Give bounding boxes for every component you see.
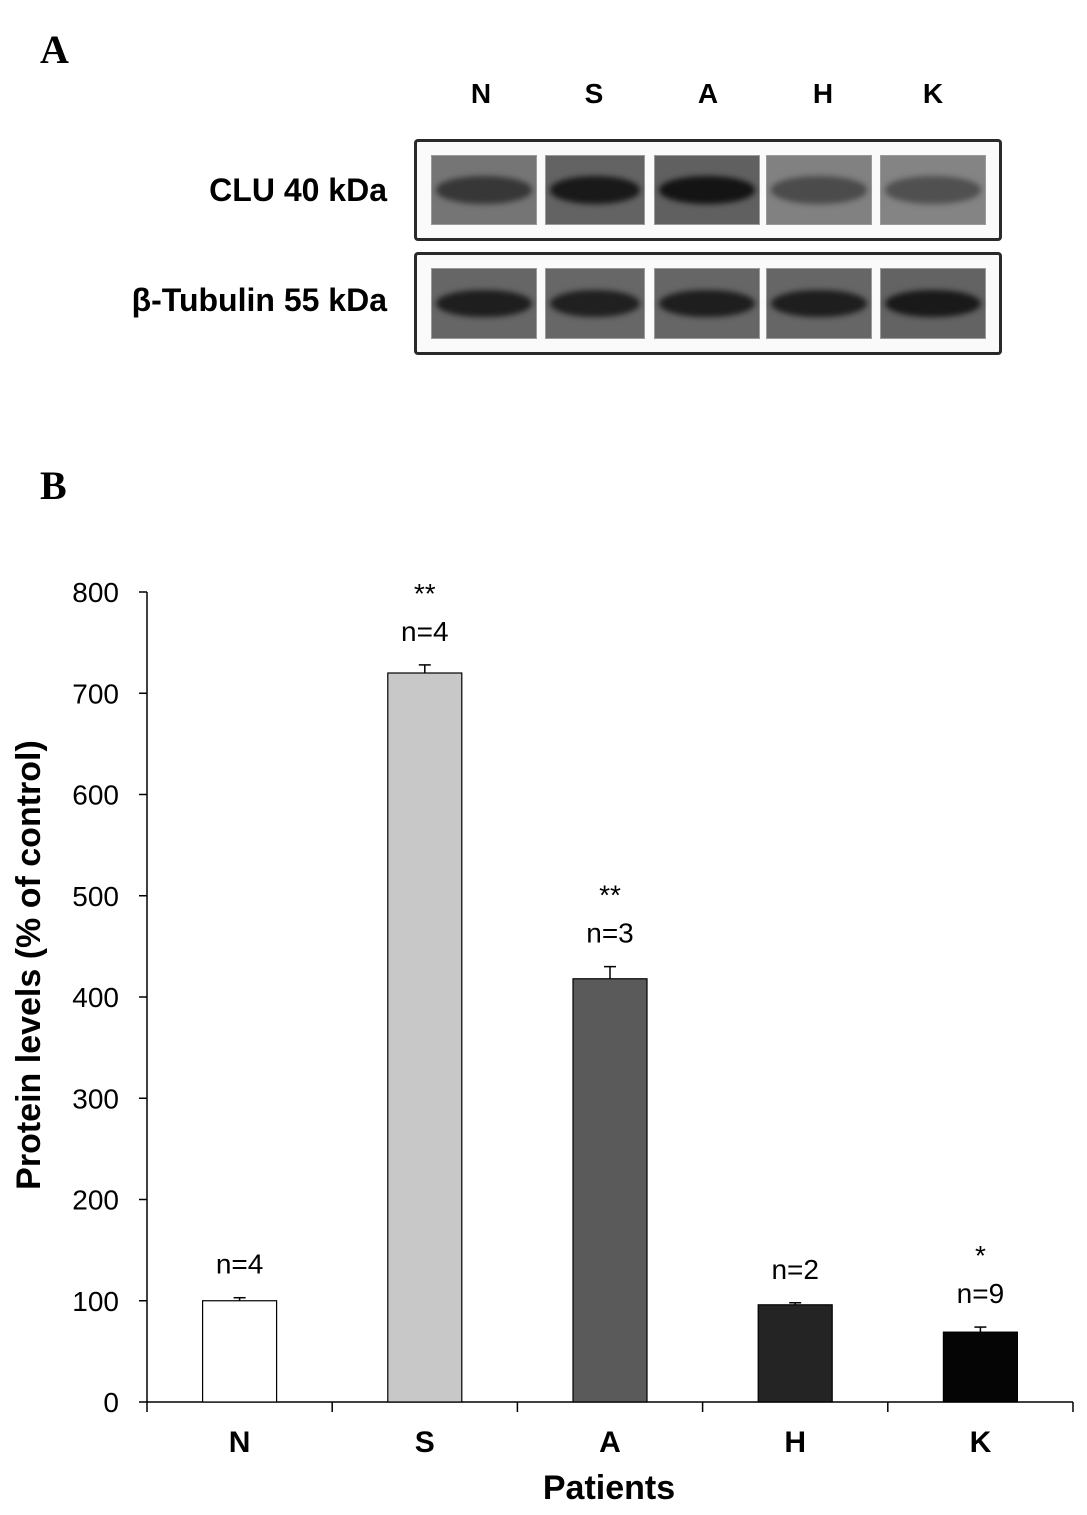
y-tick-label: 400 — [72, 982, 119, 1013]
x-tick-label: K — [970, 1426, 992, 1459]
significance-label: ** — [414, 578, 436, 609]
blot-clu — [414, 139, 1002, 241]
y-tick-label: 0 — [103, 1387, 119, 1418]
bar-s — [387, 672, 463, 1403]
x-tick-label: N — [229, 1426, 251, 1459]
row-label-clu: CLU 40 kDa — [209, 172, 387, 208]
y-tick-label: 100 — [72, 1286, 119, 1317]
blot-band — [771, 176, 867, 204]
blot-band — [549, 176, 641, 204]
bars — [202, 664, 1019, 1403]
blot-lane-n — [431, 268, 537, 339]
y-axis: 0 100 200 300 400 500 600 700 800 — [72, 577, 148, 1418]
significance-label: * — [975, 1240, 986, 1271]
blot-lane-h — [766, 155, 872, 225]
blot-band — [659, 289, 755, 318]
n-label: n=4 — [401, 616, 449, 647]
blot-band — [436, 289, 532, 318]
bar-n — [202, 1300, 278, 1403]
x-tick-label: A — [599, 1426, 621, 1459]
blot-band — [436, 176, 532, 204]
blot-lane-k — [880, 155, 986, 225]
lane-label-a: A — [697, 78, 719, 109]
blot-band — [659, 176, 755, 204]
panel-b-letter: B — [40, 463, 67, 508]
bar-annotations: n=4 n=4 ** n=3 ** n=2 n=9 * — [216, 578, 1004, 1309]
bar-k — [942, 1331, 1019, 1403]
y-tick-label: 800 — [72, 577, 119, 608]
significance-label: ** — [599, 880, 621, 911]
y-tick-label: 200 — [72, 1185, 119, 1216]
y-tick-label: 700 — [72, 678, 119, 709]
bar-a — [572, 978, 648, 1403]
bar-h — [757, 1304, 833, 1403]
blot-band — [885, 176, 981, 204]
blot-band — [771, 289, 867, 318]
lane-label-k: K — [922, 78, 944, 109]
blot-lane-k — [880, 268, 986, 339]
blot-lane-s — [545, 268, 645, 339]
row-label-tubulin: β-Tubulin 55 kDa — [131, 282, 387, 318]
n-label: n=4 — [216, 1249, 264, 1280]
x-axis-title: Patients — [543, 1469, 675, 1507]
panel-a-letter: A — [40, 27, 69, 72]
blot-lane-h — [766, 268, 872, 339]
y-tick-label: 600 — [72, 780, 119, 811]
blot-band — [549, 289, 641, 318]
n-label: n=3 — [586, 918, 634, 949]
lane-label-h: H — [812, 78, 834, 109]
x-tick-label: H — [784, 1426, 806, 1459]
x-tick-label: S — [415, 1426, 435, 1459]
lane-label-n: N — [470, 78, 492, 109]
n-label: n=2 — [771, 1254, 819, 1285]
blot-lane-s — [545, 155, 645, 225]
y-tick-label: 500 — [72, 881, 119, 912]
blot-lane-a — [654, 155, 760, 225]
y-axis-title: Protein levels (% of control) — [10, 740, 48, 1190]
y-tick-label: 300 — [72, 1083, 119, 1114]
blot-tubulin — [414, 252, 1002, 355]
lane-label-s: S — [584, 78, 604, 109]
blot-lane-a — [654, 268, 760, 339]
blot-band — [885, 289, 981, 318]
blot-lane-n — [431, 155, 537, 225]
n-label: n=9 — [957, 1278, 1005, 1309]
